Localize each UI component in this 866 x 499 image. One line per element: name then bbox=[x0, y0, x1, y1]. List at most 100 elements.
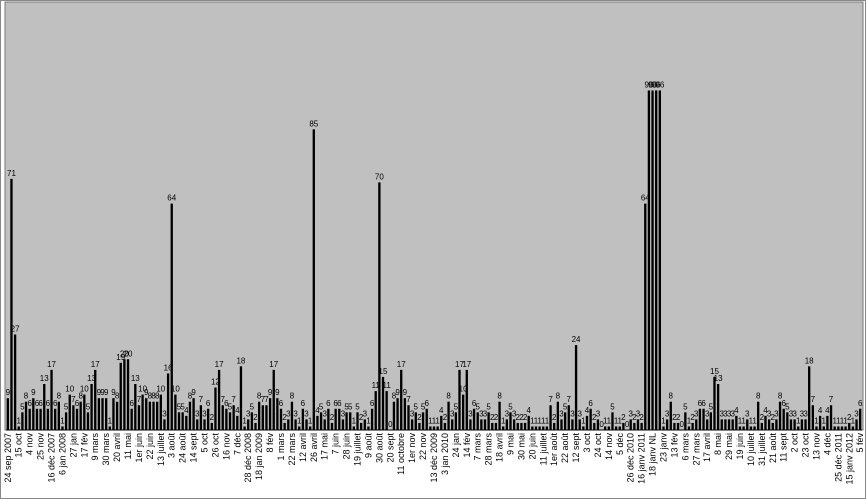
bar bbox=[174, 394, 177, 430]
data-label: 17 bbox=[47, 360, 56, 369]
data-label: 4 bbox=[315, 406, 320, 415]
data-label: 2 bbox=[282, 413, 287, 422]
bar bbox=[582, 426, 585, 430]
bar bbox=[440, 415, 443, 430]
data-label: 6 bbox=[35, 399, 40, 408]
data-label: 5 bbox=[344, 402, 349, 411]
data-label: 17 bbox=[91, 360, 100, 369]
data-label: 5 bbox=[421, 402, 426, 411]
bar bbox=[498, 401, 501, 430]
data-label: 6 bbox=[224, 399, 229, 408]
bar bbox=[494, 422, 498, 430]
x-tick-label: 30 mai bbox=[516, 433, 526, 460]
data-label: 4 bbox=[825, 406, 830, 415]
x-tick-label: 17 mai bbox=[320, 433, 330, 460]
x-tick-label: 16 janv 2011 bbox=[637, 433, 647, 484]
bar bbox=[319, 412, 323, 430]
data-label: 3 bbox=[363, 409, 368, 418]
bar bbox=[119, 362, 122, 430]
data-label: 5 bbox=[250, 402, 255, 411]
data-label: 5 bbox=[86, 402, 91, 411]
bar bbox=[39, 408, 42, 430]
data-label: 0 bbox=[599, 420, 604, 429]
bar bbox=[443, 422, 447, 430]
data-label: 1 bbox=[432, 416, 437, 425]
data-label: 5 bbox=[177, 402, 182, 411]
x-tick-label: 2 oct bbox=[790, 433, 800, 453]
bar bbox=[851, 426, 855, 430]
bar bbox=[753, 426, 756, 430]
data-label: 2 bbox=[621, 413, 626, 422]
bar bbox=[341, 419, 345, 430]
data-label: 9 bbox=[395, 388, 400, 397]
data-label: 6 bbox=[301, 399, 306, 408]
data-label: 4 bbox=[184, 406, 189, 415]
data-label: 3 bbox=[410, 409, 415, 418]
data-label: 6 bbox=[701, 399, 706, 408]
bar bbox=[749, 426, 753, 430]
data-label: 1 bbox=[851, 416, 856, 425]
x-tick-label: 9 mai bbox=[505, 433, 515, 455]
bar bbox=[13, 334, 17, 430]
x-tick-label: 15 oct bbox=[14, 433, 24, 458]
data-label: 1 bbox=[614, 416, 619, 425]
data-label: 2 bbox=[519, 413, 524, 422]
bar bbox=[757, 401, 760, 430]
bar bbox=[687, 426, 691, 430]
data-label: 7 bbox=[199, 395, 204, 404]
bar bbox=[826, 415, 829, 430]
data-label: 20 bbox=[120, 349, 129, 358]
data-label: 5 bbox=[475, 402, 480, 411]
data-label: 9 bbox=[275, 388, 280, 397]
bar bbox=[50, 369, 53, 430]
data-label: 6 bbox=[472, 399, 477, 408]
data-label: 1 bbox=[687, 416, 692, 425]
data-label: 5 bbox=[454, 402, 459, 411]
data-label: 5 bbox=[20, 402, 25, 411]
bar bbox=[356, 412, 359, 430]
data-label: 5 bbox=[64, 402, 69, 411]
bar bbox=[673, 422, 676, 430]
data-label: 8 bbox=[115, 392, 120, 401]
bar bbox=[804, 419, 807, 430]
data-label: 2 bbox=[847, 413, 852, 422]
bar bbox=[563, 412, 567, 430]
x-tick-label: 10 juillet bbox=[746, 433, 756, 467]
bar bbox=[476, 412, 479, 430]
bar bbox=[596, 419, 600, 430]
bar bbox=[731, 419, 734, 430]
x-tick-label: 11 juillet bbox=[538, 433, 548, 466]
x-tick-label: 15 janv 2012 bbox=[844, 433, 854, 485]
bar bbox=[716, 384, 720, 430]
bar bbox=[330, 422, 334, 430]
bar bbox=[83, 394, 86, 430]
bar bbox=[86, 412, 90, 430]
bar bbox=[414, 412, 417, 430]
bar bbox=[797, 426, 800, 430]
bar bbox=[385, 391, 388, 430]
bar bbox=[840, 426, 844, 430]
data-label: 3 bbox=[723, 409, 728, 418]
bar bbox=[636, 419, 640, 430]
data-label: 8 bbox=[556, 392, 561, 401]
data-label: 5 bbox=[414, 402, 419, 411]
data-label: 2 bbox=[523, 413, 528, 422]
data-label: 9 bbox=[144, 388, 149, 397]
x-tick-label: 14 nov bbox=[604, 433, 614, 461]
x-tick-label: 30 août bbox=[374, 433, 384, 464]
bar bbox=[658, 90, 662, 430]
bar bbox=[531, 426, 534, 430]
data-label: 3 bbox=[304, 409, 309, 418]
bar bbox=[545, 426, 549, 430]
data-label: 2 bbox=[359, 413, 364, 422]
bar bbox=[585, 415, 589, 430]
data-label: 2 bbox=[760, 413, 765, 422]
bar bbox=[742, 426, 745, 430]
bar bbox=[54, 408, 57, 430]
bar bbox=[698, 408, 702, 430]
bar bbox=[203, 419, 206, 430]
x-tick-label: 9 août bbox=[363, 433, 373, 459]
bar bbox=[691, 422, 694, 430]
x-tick-label: 26 oct bbox=[210, 433, 220, 458]
data-label: 4 bbox=[734, 406, 739, 415]
